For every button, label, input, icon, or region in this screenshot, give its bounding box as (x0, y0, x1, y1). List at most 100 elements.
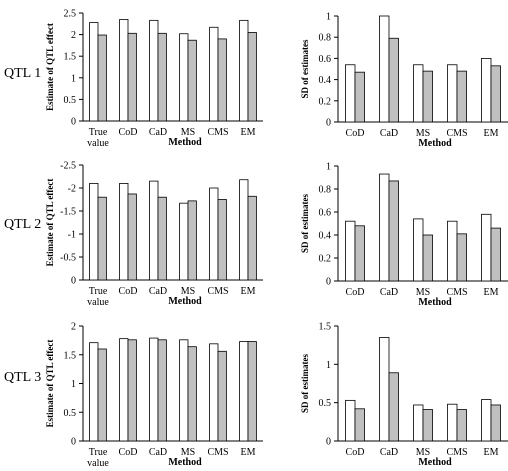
p3-bar-s2-1 (97, 196, 107, 281)
p5-bar-s1-1 (89, 342, 99, 442)
p5-bar-s1-2 (119, 338, 129, 442)
p2-bar-s1-3 (413, 64, 424, 123)
p2-xtick-label-3: MS (416, 128, 430, 139)
p5-xtick-label-5: CMS (207, 447, 228, 458)
p2-bar-s2-3 (422, 70, 433, 123)
p4-ytick-label-3: 0.6 (319, 208, 332, 219)
p1-bar-s1-6 (239, 19, 249, 122)
p6-bar-s1-1 (345, 399, 356, 442)
p6-xlabel: Method (418, 457, 452, 468)
p3-bar-s1-5 (209, 187, 219, 281)
p2-bar-s2-5 (490, 65, 501, 123)
p2-xtick-label-5: EM (484, 128, 499, 139)
p6-xtick-label-4: CMS (446, 447, 467, 458)
p4-xtick-label-4: CMS (446, 287, 467, 298)
p6-ytick-label-1: 0.5 (319, 398, 332, 409)
p6-ytick-label-3: 1.5 (319, 322, 332, 333)
p1-bar-s2-4 (187, 39, 197, 122)
p3-xtick-label-4: MS (181, 286, 195, 297)
p5-ytick-label-3: 1.5 (64, 350, 77, 361)
p4-bar-s2-5 (490, 227, 501, 282)
p5-ytick-label-4: 2 (71, 322, 76, 333)
p2-bar-s1-5 (481, 58, 492, 123)
p6-bar-s2-3 (422, 409, 433, 442)
p6-bar-s2-2 (388, 372, 399, 442)
p1-bar-s1-5 (209, 26, 219, 122)
p4-bar-s2-2 (388, 180, 399, 282)
p1-xtick-label-1: True value (87, 127, 109, 149)
p4-bar-s2-1 (354, 225, 365, 282)
p3-xtick-label-3: CaD (149, 286, 167, 297)
p1-xtick-label-2: CoD (119, 127, 138, 138)
p6-bar-s1-4 (447, 403, 458, 442)
chart-panel-3: 0 -0.5 -1 -1.5 -2 -2.5 Estimate of QTL effect T… (45, 161, 263, 308)
p1-ytick-label-1: 0.5 (64, 95, 77, 106)
p4-ylabel: SD of estimates (300, 194, 310, 253)
p6-ytick-label-2: 1 (326, 360, 331, 371)
p2-ytick-label-0: 0 (326, 118, 331, 129)
p4-xtick-label-5: EM (484, 287, 499, 298)
p4-bar-s1-3 (413, 218, 424, 282)
p6-bar-s1-3 (413, 404, 424, 442)
p2-bar-s2-1 (354, 71, 365, 123)
p5-ylabel: Estimate of QTL effect (45, 340, 55, 428)
chart-panel-4: 0 0.2 0.4 0.6 0.8 1 SD of estimates CoD CaD MS CMS… (300, 162, 508, 308)
p3-xtick-label-6: EM (241, 286, 256, 297)
p3-bar-s2-6 (247, 195, 257, 281)
p5-ytick-label-0: 0 (71, 437, 76, 448)
p2-xtick-label-2: CaD (380, 128, 398, 139)
p2-bar-s1-4 (447, 64, 458, 123)
p1-ytick-label-3: 1.5 (64, 52, 77, 63)
p4-bar-s1-2 (379, 173, 390, 282)
p4-xlabel: Method (418, 297, 452, 308)
p5-bar-s2-6 (247, 341, 257, 442)
p6-xtick-label-1: CoD (346, 447, 365, 458)
row-label-qtl2: QTL 2 (4, 217, 42, 232)
p3-xtick-label-2: CoD (119, 286, 138, 297)
p4-bar-s2-4 (456, 233, 467, 282)
p1-ylabel: Estimate of QTL effect (45, 23, 55, 111)
p5-xtick-label-6: EM (241, 447, 256, 458)
p5-bar-s1-6 (239, 341, 249, 442)
p2-xlabel: Method (418, 138, 452, 149)
p1-xtick-label-6: EM (241, 127, 256, 138)
p3-bar-s2-4 (187, 200, 197, 281)
p1-xtick-label-5: CMS (207, 127, 228, 138)
p6-xtick-label-2: CaD (380, 447, 398, 458)
p2-ytick-label-3: 0.6 (319, 54, 332, 65)
p5-bar-s2-4 (187, 346, 197, 442)
p3-xtick-label-5: CMS (207, 286, 228, 297)
p4-bar-s1-5 (481, 213, 492, 282)
p5-bar-s2-2 (127, 339, 137, 442)
p1-bar-s2-5 (217, 38, 227, 122)
p3-ylabel: Estimate of QTL effect (45, 179, 55, 267)
p1-ytick-label-0: 0 (71, 117, 76, 128)
p2-ytick-label-4: 0.8 (319, 33, 332, 44)
p5-xtick-label-1: True value (87, 447, 109, 469)
p6-bar-s1-2 (379, 337, 390, 442)
p3-ytick-label-4: -2 (68, 184, 76, 195)
p6-bar-s1-5 (481, 399, 492, 442)
p6-xtick-label-3: MS (416, 447, 430, 458)
p6-ytick-label-0: 0 (326, 437, 331, 448)
p1-bar-s2-1 (97, 34, 107, 122)
p1-bar-s1-4 (179, 33, 189, 122)
p5-ytick-label-2: 1 (71, 379, 76, 390)
p1-xtick-label-3: CaD (149, 127, 167, 138)
p5-bar-s2-3 (157, 339, 167, 442)
p5-bar-s1-3 (149, 337, 159, 442)
p2-ytick-label-5: 1 (326, 12, 331, 23)
p5-ytick-label-1: 0.5 (64, 408, 77, 419)
p1-bar-s1-2 (119, 19, 129, 122)
p2-xtick-label-4: CMS (446, 128, 467, 139)
p5-xtick-label-3: CaD (149, 447, 167, 458)
p6-bar-s2-1 (354, 408, 365, 442)
p4-bar-s1-4 (447, 220, 458, 282)
p2-ytick-label-1: 0.2 (319, 96, 332, 107)
p5-bar-s1-4 (179, 339, 189, 442)
p5-xlabel: Method (168, 457, 202, 468)
p2-xtick-label-1: CoD (346, 128, 365, 139)
p4-ytick-label-5: 1 (326, 162, 331, 173)
p1-bar-s1-3 (149, 19, 159, 122)
